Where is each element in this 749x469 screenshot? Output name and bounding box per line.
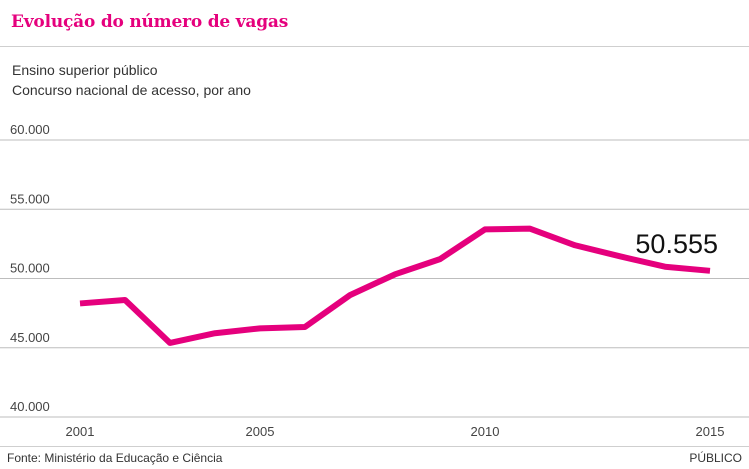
chart-subtitle-line-1: Ensino superior público: [12, 62, 158, 78]
end-value-label: 50.555: [635, 229, 718, 259]
y-tick-label: 55.000: [10, 191, 50, 206]
y-axis-tick-labels: 40.000 45.000 50.000 55.000 60.000: [10, 122, 50, 414]
annotation-layer: 50.555: [635, 229, 718, 259]
title-divider: [0, 46, 749, 47]
grid-lines: [0, 139, 749, 418]
y-tick-label: 40.000: [10, 399, 50, 414]
x-tick-label: 2010: [471, 424, 500, 439]
chart-subtitle-line-2: Concurso nacional de acesso, por ano: [12, 82, 251, 98]
y-tick-label: 60.000: [10, 122, 50, 137]
y-tick-label: 45.000: [10, 330, 50, 345]
series-layer: [79, 225, 711, 346]
x-tick-label: 2001: [66, 424, 95, 439]
x-axis-tick-labels: 2001 2005 2010 2015: [66, 424, 725, 439]
series-line-0: [79, 225, 711, 346]
x-tick-label: 2015: [696, 424, 725, 439]
footer-divider: [0, 446, 749, 447]
source-note: Fonte: Ministério da Educação e Ciência: [7, 451, 223, 465]
publisher-brand: PÚBLICO: [689, 451, 742, 465]
x-tick-label: 2005: [246, 424, 275, 439]
chart-title: Evolução do número de vagas: [11, 12, 289, 32]
y-tick-label: 50.000: [10, 261, 50, 276]
